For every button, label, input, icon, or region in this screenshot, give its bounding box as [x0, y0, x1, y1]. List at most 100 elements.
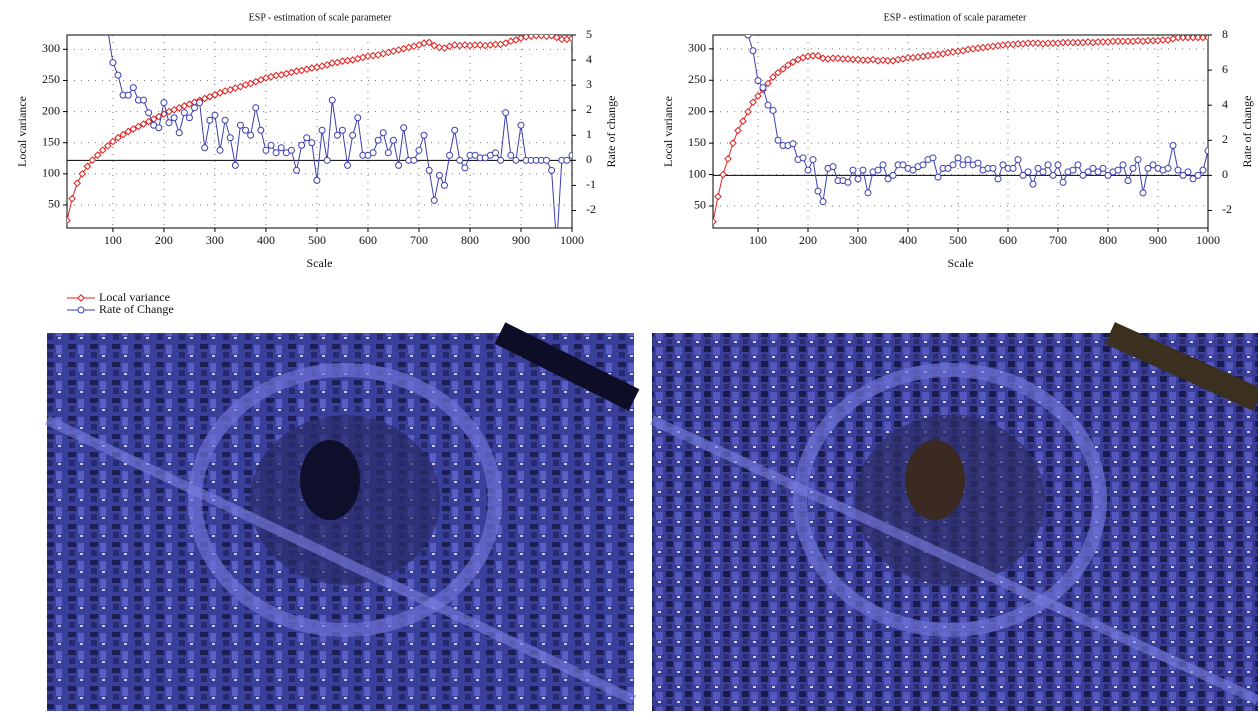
point: [385, 49, 391, 55]
point: [288, 69, 294, 75]
point: [1070, 167, 1076, 173]
segmentation-image-right: [652, 333, 1258, 711]
point: [186, 115, 192, 121]
y-tick-label: 300: [688, 41, 706, 55]
point: [1055, 162, 1061, 168]
y-tick-label: 50: [48, 197, 60, 211]
point: [457, 157, 463, 163]
point: [1205, 148, 1211, 154]
y2-tick-label: 0: [586, 152, 592, 166]
point: [735, 0, 741, 3]
point: [426, 39, 432, 45]
point: [1010, 165, 1016, 171]
point: [375, 137, 381, 143]
y2-tick-label: 4: [586, 52, 592, 66]
point: [396, 162, 402, 168]
point: [1175, 167, 1181, 173]
point: [166, 120, 172, 126]
y-tick-label: 250: [688, 72, 706, 86]
point: [855, 176, 861, 182]
point: [800, 155, 806, 161]
point: [745, 32, 751, 38]
x-tick-label: 600: [999, 233, 1017, 247]
point: [125, 92, 131, 98]
point: [995, 176, 1001, 182]
x-axis-label: Scale: [307, 256, 333, 270]
point: [232, 162, 238, 168]
point: [426, 167, 432, 173]
point: [860, 167, 866, 173]
point: [411, 43, 417, 49]
point: [715, 193, 721, 199]
y-tick-label: 250: [42, 72, 60, 86]
point: [975, 160, 981, 166]
x-tick-label: 800: [1099, 233, 1117, 247]
y-tick-label: 150: [688, 135, 706, 149]
point: [141, 97, 147, 103]
y2-tick-label: 2: [586, 102, 592, 116]
point: [765, 102, 771, 108]
point: [1045, 162, 1051, 168]
point: [319, 127, 325, 133]
point: [452, 127, 458, 133]
segmentation-image-left: [47, 333, 634, 711]
point: [380, 51, 386, 57]
point: [345, 162, 351, 168]
point: [324, 157, 330, 163]
point: [146, 110, 152, 116]
x-tick-label: 900: [512, 233, 530, 247]
point: [760, 85, 766, 91]
point: [730, 140, 736, 146]
point: [212, 112, 218, 118]
y-tick-label: 200: [42, 103, 60, 117]
point: [554, 243, 560, 249]
y-tick-label: 100: [688, 166, 706, 180]
point: [350, 57, 356, 63]
point: [508, 152, 514, 158]
plot-area: [710, 0, 1211, 225]
point: [227, 135, 233, 141]
point: [920, 162, 926, 168]
point: [217, 147, 223, 153]
point: [462, 165, 468, 171]
point: [497, 41, 503, 47]
point: [380, 130, 386, 136]
point: [1165, 165, 1171, 171]
point: [1140, 190, 1146, 196]
y-tick-label: 200: [688, 103, 706, 117]
point: [503, 110, 509, 116]
point: [161, 100, 167, 106]
point: [805, 167, 811, 173]
point: [334, 59, 340, 65]
point: [253, 105, 259, 111]
point: [720, 171, 726, 177]
point: [421, 132, 427, 138]
dark-patch: [300, 440, 360, 520]
point: [750, 48, 756, 54]
point: [1040, 169, 1046, 175]
point: [258, 127, 264, 133]
point: [935, 174, 941, 180]
point: [416, 147, 422, 153]
x-tick-label: 200: [155, 233, 173, 247]
point: [710, 219, 716, 225]
point: [110, 60, 116, 66]
point: [278, 145, 284, 151]
point: [1185, 169, 1191, 175]
y2-tick-label: 2: [1222, 132, 1228, 146]
point: [263, 147, 269, 153]
point: [960, 162, 966, 168]
x-tick-label: 900: [1149, 233, 1167, 247]
x-tick-label: 1000: [1196, 233, 1220, 247]
point: [1050, 172, 1056, 178]
y2-tick-label: 5: [586, 27, 592, 41]
point: [745, 109, 751, 115]
point: [390, 137, 396, 143]
y2-axis-label: Rate of change: [604, 96, 618, 168]
point: [549, 167, 555, 173]
y2-tick-label: 8: [1222, 27, 1228, 41]
